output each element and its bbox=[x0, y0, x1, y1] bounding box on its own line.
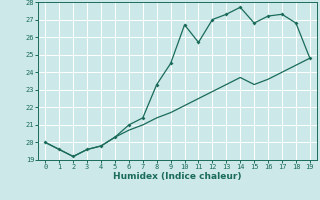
X-axis label: Humidex (Indice chaleur): Humidex (Indice chaleur) bbox=[113, 172, 242, 181]
